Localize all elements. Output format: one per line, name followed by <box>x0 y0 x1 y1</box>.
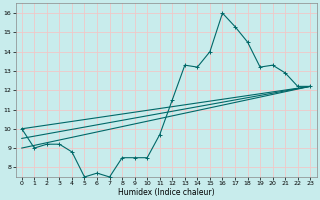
X-axis label: Humidex (Indice chaleur): Humidex (Indice chaleur) <box>118 188 214 197</box>
